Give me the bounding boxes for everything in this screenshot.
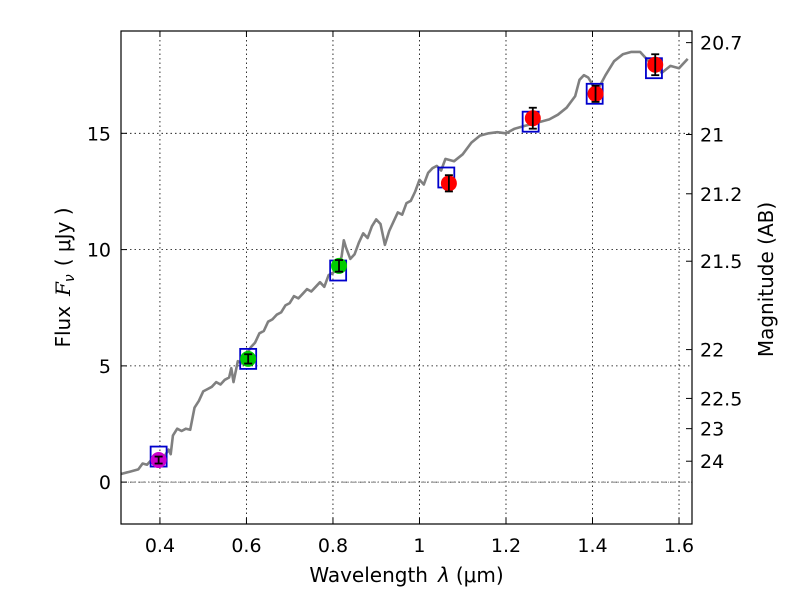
model-band-boxes — [149, 57, 663, 468]
x-tick-label: 1.6 — [664, 535, 694, 557]
y2-tick-label: 22.5 — [700, 388, 742, 410]
model-sed-series — [120, 50, 689, 476]
y-axis-label-unit: ( μJy ) — [51, 207, 75, 266]
x-axis-label-symbol: λ — [437, 563, 450, 587]
y2-tick-label: 22 — [700, 340, 724, 362]
plot-frame — [120, 30, 693, 525]
axis-ticks: 0.4 0.6 0.8 1 1.2 1.4 1.6 0 5 10 15 20.7 21 21.2 21.5 2… — [87, 31, 742, 557]
y-tick-label: 10 — [87, 240, 111, 262]
y2-tick-label: 20.7 — [700, 33, 742, 55]
y2-tick-label: 21.2 — [700, 184, 742, 206]
y2-axis-label: Magnitude (AB) — [754, 202, 778, 357]
y-tick-label: 0 — [99, 472, 111, 494]
x-tick-label: 0.8 — [318, 535, 348, 557]
y2-tick-label: 24 — [700, 451, 724, 473]
y2-tick-label: 23 — [700, 419, 724, 441]
y-tick-label: 5 — [99, 356, 111, 378]
x-tick-label: 1 — [413, 535, 425, 557]
y-axis-label-subscript: ν — [62, 274, 78, 282]
y-tick-label: 15 — [87, 123, 111, 145]
observed-photometry — [150, 53, 664, 469]
y-axis-label: Flux Fν ( μJy ) — [51, 207, 78, 347]
x-tick-label: 1.2 — [491, 535, 521, 557]
x-axis-label: Wavelength λ (μm) — [309, 563, 503, 587]
x-tick-label: 0.6 — [231, 535, 261, 557]
y-axis-label-text: Flux — [51, 306, 75, 348]
y-axis-label-symbol: F — [51, 281, 75, 297]
model-sed-line — [120, 50, 689, 476]
grid — [121, 31, 692, 524]
y2-tick-label: 21.5 — [700, 251, 742, 273]
x-axis-label-text: Wavelength — [309, 563, 428, 587]
x-tick-label: 0.4 — [145, 535, 175, 557]
x-tick-label: 1.4 — [577, 535, 607, 557]
y2-tick-label: 21 — [700, 124, 724, 146]
x-axis-label-unit: (μm) — [456, 563, 504, 587]
